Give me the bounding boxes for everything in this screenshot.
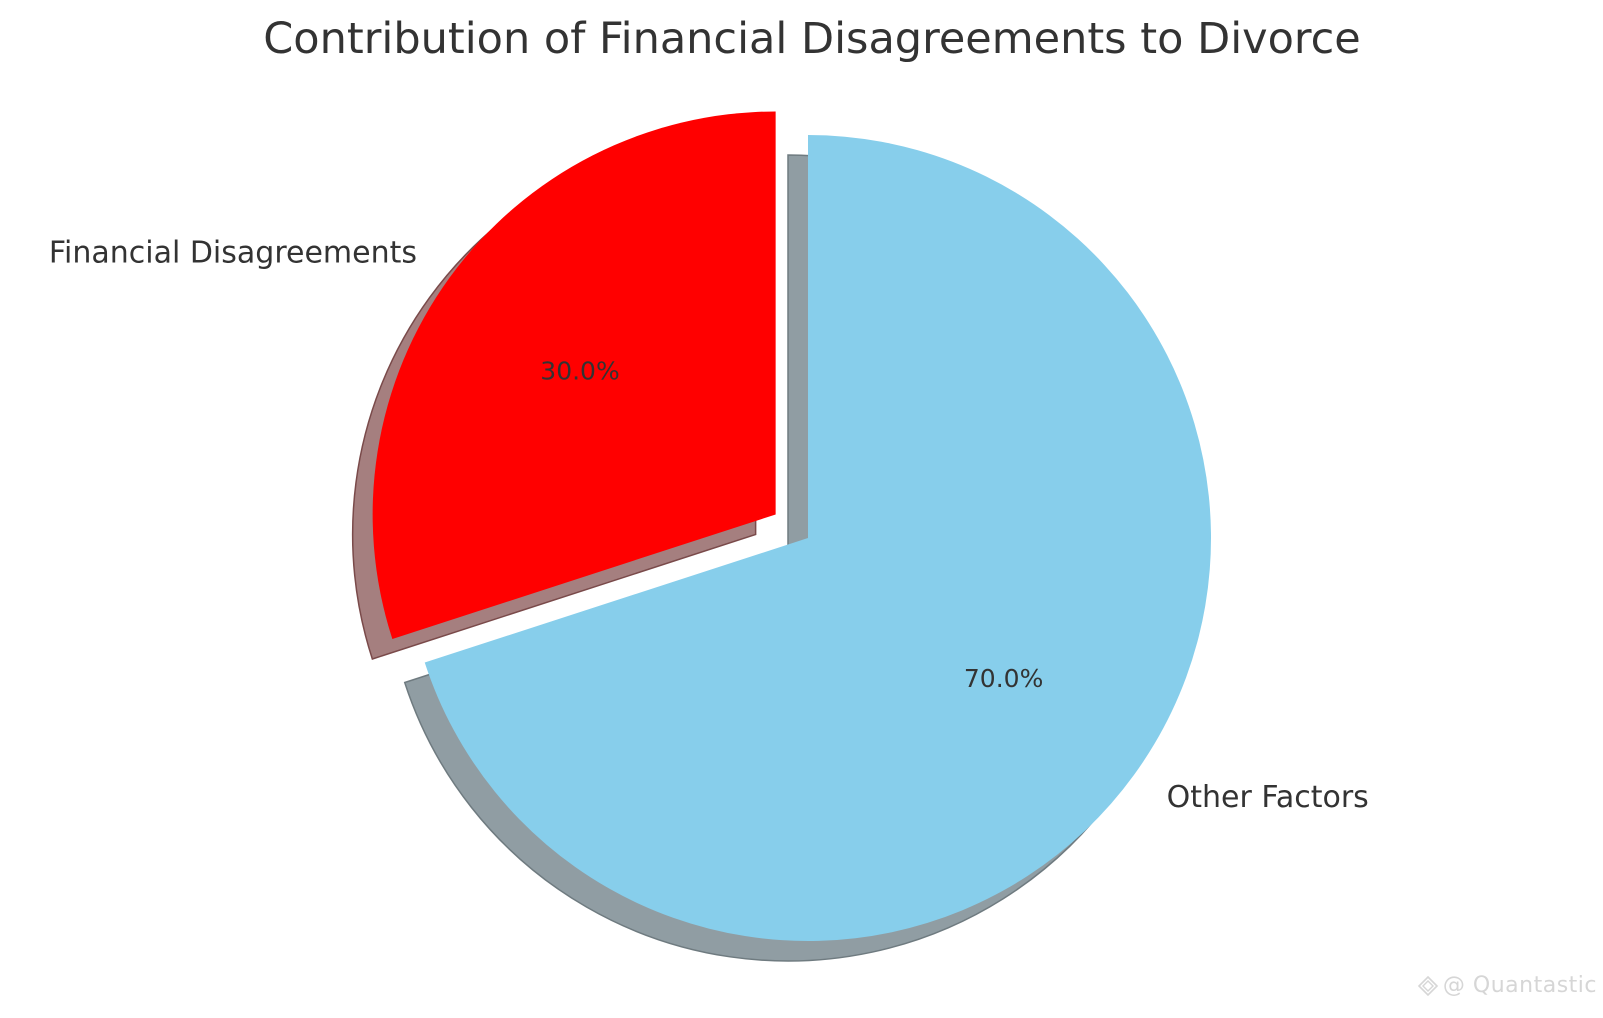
chart-title: Contribution of Financial Disagreements … xyxy=(263,14,1361,64)
slice-percent-financial-disagreements: 30.0% xyxy=(540,356,619,385)
slice-labels: Financial Disagreements 30.0% Other Factor… xyxy=(49,235,1369,815)
slice-label-financial-disagreements: Financial Disagreements xyxy=(49,235,417,270)
pie-slice-other-factors xyxy=(424,135,1211,941)
watermark-text: @ Quantastic xyxy=(1442,973,1597,998)
slice-percent-other-factors: 70.0% xyxy=(964,664,1043,693)
pie-slices xyxy=(372,111,1211,941)
pie-slice-financial-disagreements xyxy=(372,111,776,640)
slice-label-other-factors: Other Factors xyxy=(1167,780,1369,815)
watermark-logo-icon xyxy=(1417,975,1439,996)
watermark: @ Quantastic xyxy=(1417,973,1597,998)
